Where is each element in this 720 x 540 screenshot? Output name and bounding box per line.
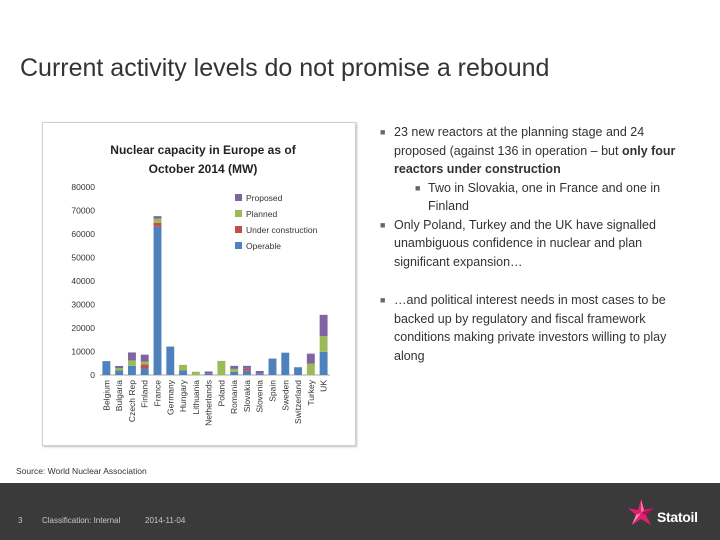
bar-planned [127, 360, 136, 366]
bar-proposed [242, 365, 251, 369]
y-tick-label: 30000 [71, 300, 95, 310]
y-tick-label: 50000 [71, 253, 95, 263]
x-tick-label: UK [319, 380, 329, 392]
bullet-political-text: …and political interest needs in most ca… [394, 293, 667, 363]
x-tick-label: Hungary [178, 379, 188, 412]
legend-swatch [235, 210, 242, 217]
bullet-reactors-text: 23 new reactors at the planning stage an… [394, 125, 645, 158]
x-tick-label: France [153, 380, 163, 407]
bar-operable [166, 346, 175, 375]
page-number: 3 [18, 516, 23, 525]
bullet-dot-icon: ■ [380, 295, 386, 305]
legend-swatch [235, 194, 242, 201]
x-tick-label: Germany [165, 379, 175, 415]
bar-proposed [204, 371, 213, 374]
bar-operable [268, 358, 277, 375]
bullet-reactors: ■ 23 new reactors at the planning stage … [380, 123, 690, 179]
y-tick-label: 10000 [71, 347, 95, 357]
bar-proposed [115, 365, 124, 369]
bar-operable [153, 226, 162, 375]
bullet-expansion-text: Only Poland, Turkey and the UK have sign… [394, 217, 656, 269]
bullet-list: ■ 23 new reactors at the planning stage … [380, 123, 690, 365]
x-tick-label: Sweden [280, 380, 290, 411]
bullet-dot-icon: ■ [380, 219, 386, 230]
y-tick-label: 60000 [71, 229, 95, 239]
bar-operable [179, 370, 188, 375]
bullet-political: ■ …and political interest needs in most … [380, 291, 690, 365]
bar-proposed [127, 352, 136, 361]
bar-operable [115, 370, 124, 375]
bar-operable [255, 373, 264, 375]
chart-title-line-1: Nuclear capacity in Europe as of [110, 143, 296, 157]
statoil-star-icon [628, 499, 654, 525]
classification-label: Classification: Internal [42, 516, 121, 525]
y-tick-label: 20000 [71, 323, 95, 333]
bar-operable [319, 351, 328, 375]
bar-operable [230, 371, 239, 375]
bar-operable [242, 370, 251, 375]
bullet-slovakia: ■ Two in Slovakia, one in France and one… [380, 179, 690, 216]
legend-label: Proposed [246, 193, 283, 203]
bar-operable [102, 361, 111, 375]
bar-planned [115, 368, 124, 371]
bar-planned [319, 335, 328, 352]
brand-name: Statoil [657, 509, 698, 525]
bullet-expansion: ■ Only Poland, Turkey and the UK have si… [380, 216, 690, 272]
bar-proposed [230, 365, 239, 369]
bar-under-construction [153, 222, 162, 227]
x-tick-label: Slovenia [255, 380, 265, 413]
x-tick-label: Poland [216, 380, 226, 407]
bar-proposed [140, 354, 149, 362]
x-tick-label: Finland [140, 380, 150, 408]
bullet-dot-icon: ■ [380, 127, 386, 137]
x-tick-label: Netherlands [204, 380, 214, 426]
bar-planned [140, 361, 149, 365]
nuclear-capacity-chart: Nuclear capacity in Europe as of October … [71, 143, 330, 426]
bar-operable [281, 352, 290, 375]
bar-planned [153, 218, 162, 223]
bar-operable [127, 365, 136, 375]
x-tick-label: Slovakia [242, 380, 252, 412]
bullet-reactors-bold: only four reactors under construction [394, 143, 676, 177]
bar-under-construction [242, 368, 251, 371]
y-tick-label: 40000 [71, 276, 95, 286]
legend-swatch [235, 226, 242, 233]
chart-title-line-2: October 2014 (MW) [149, 162, 258, 176]
bar-operable [140, 368, 149, 375]
bar-planned [191, 371, 200, 375]
bar-proposed [319, 314, 328, 336]
y-tick-label: 70000 [71, 206, 95, 216]
x-tick-label: Romania [229, 380, 239, 414]
date-label: 2014-11-04 [145, 516, 186, 525]
legend-label: Under construction [246, 225, 318, 235]
footer-bar: 3 Classification: Internal 2014-11-04 [0, 483, 720, 540]
bar-planned [230, 368, 239, 372]
bar-proposed [153, 216, 162, 219]
legend-swatch [235, 242, 242, 249]
y-tick-label: 80000 [71, 182, 95, 192]
x-tick-label: Spain [268, 380, 278, 402]
bar-under-construction [140, 364, 149, 369]
x-tick-label: Turkey [306, 379, 316, 405]
legend-label: Planned [246, 209, 277, 219]
bar-planned [306, 363, 315, 375]
y-tick-label: 0 [90, 370, 95, 380]
bullet-dot-icon: ■ [415, 182, 421, 193]
x-tick-label: Bulgaria [114, 380, 124, 411]
bar-planned [217, 360, 226, 375]
legend-label: Operable [246, 241, 281, 251]
bar-proposed [306, 353, 315, 364]
bar-operable [204, 373, 213, 375]
chart-frame: Nuclear capacity in Europe as of October … [42, 122, 356, 446]
bullet-slovakia-text: Two in Slovakia, one in France and one i… [428, 180, 661, 214]
x-tick-label: Belgium [101, 380, 111, 411]
bar-proposed [255, 371, 264, 374]
x-tick-label: Czech Rep [127, 380, 137, 422]
source-note: Source: World Nuclear Association [16, 466, 147, 476]
x-tick-label: Switzerland [293, 380, 303, 424]
bar-planned [179, 364, 188, 371]
x-tick-label: Lithuania [191, 380, 201, 415]
bar-operable [294, 367, 303, 375]
slide-title: Current activity levels do not promise a… [20, 54, 550, 82]
